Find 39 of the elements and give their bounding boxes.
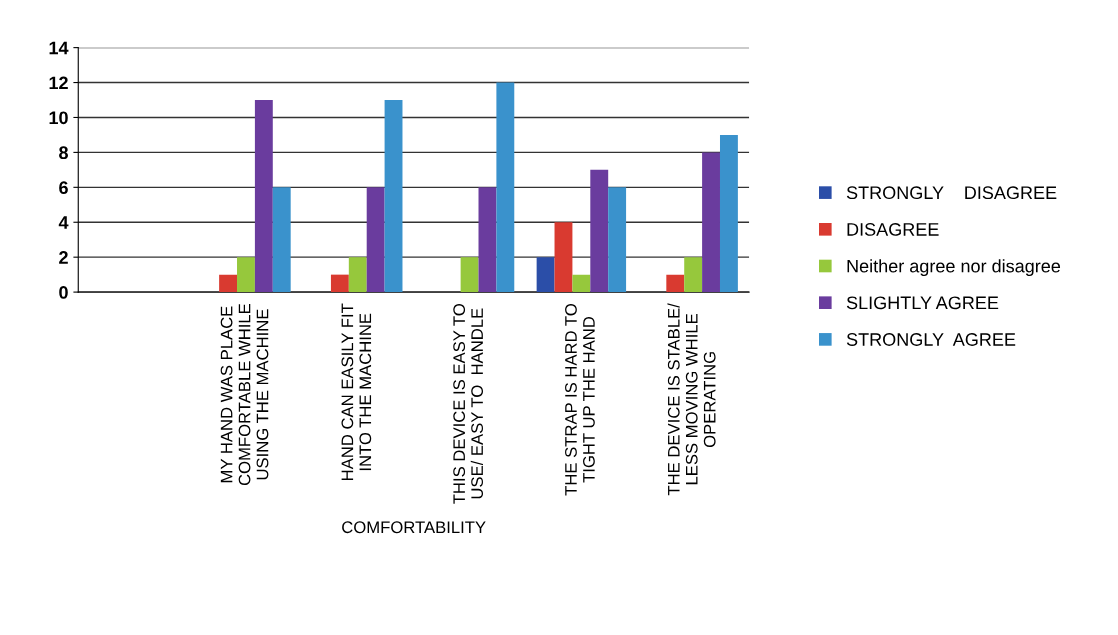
y-tick-label: 12 (49, 76, 68, 90)
bar (684, 257, 703, 293)
x-tick-label: THE STRAP IS HARD TO TIGHT UP THE HAND (565, 304, 595, 496)
legend-label: Neither agree nor disagree (847, 259, 1061, 277)
bar (272, 187, 291, 293)
bar (608, 187, 627, 293)
y-tick-label: 10 (49, 111, 68, 125)
bar (384, 100, 403, 293)
legend-label: DISAGREE (847, 223, 939, 236)
bar (719, 134, 738, 293)
x-tick-label: THE DEVICE IS STABLE/ LESS MOVING WHILE OPERATING (667, 303, 716, 496)
bar (460, 257, 479, 293)
bar (254, 100, 273, 293)
legend-label: STRONGLY AGREE (846, 333, 1016, 346)
bar (219, 274, 238, 293)
x-axis-title: COMFORTABILITY (342, 521, 486, 534)
y-tick-label: 6 (59, 181, 68, 195)
bar (590, 169, 609, 293)
y-tick-label: 4 (58, 216, 69, 229)
legend-label: SLIGHTLY AGREE (846, 296, 999, 310)
bar (496, 82, 515, 293)
bar (348, 257, 367, 293)
bar (554, 222, 573, 293)
bar (702, 152, 720, 293)
bar (237, 257, 255, 293)
bar (330, 274, 349, 293)
y-tick-label: 14 (49, 41, 69, 55)
bar (572, 274, 591, 293)
bar (366, 187, 385, 293)
legend-label: STRONGLY DISAGREE (846, 186, 1057, 200)
x-tick-label: HAND CAN EASILY FIT INTO THE MACHINE (341, 303, 372, 480)
y-tick-label: 8 (59, 146, 68, 160)
bar (666, 274, 685, 293)
bar (478, 187, 497, 293)
x-tick-label: MY HAND WAS PLACE COMFORTABLE WHILE USING THE MACHINE (220, 303, 269, 486)
bar (536, 257, 555, 293)
y-tick-label: 0 (59, 286, 68, 299)
x-tick-label: THIS DEVICE IS EASY TO USE/ EASY TO HANDLE (453, 304, 484, 504)
y-tick-label: 2 (59, 251, 68, 264)
